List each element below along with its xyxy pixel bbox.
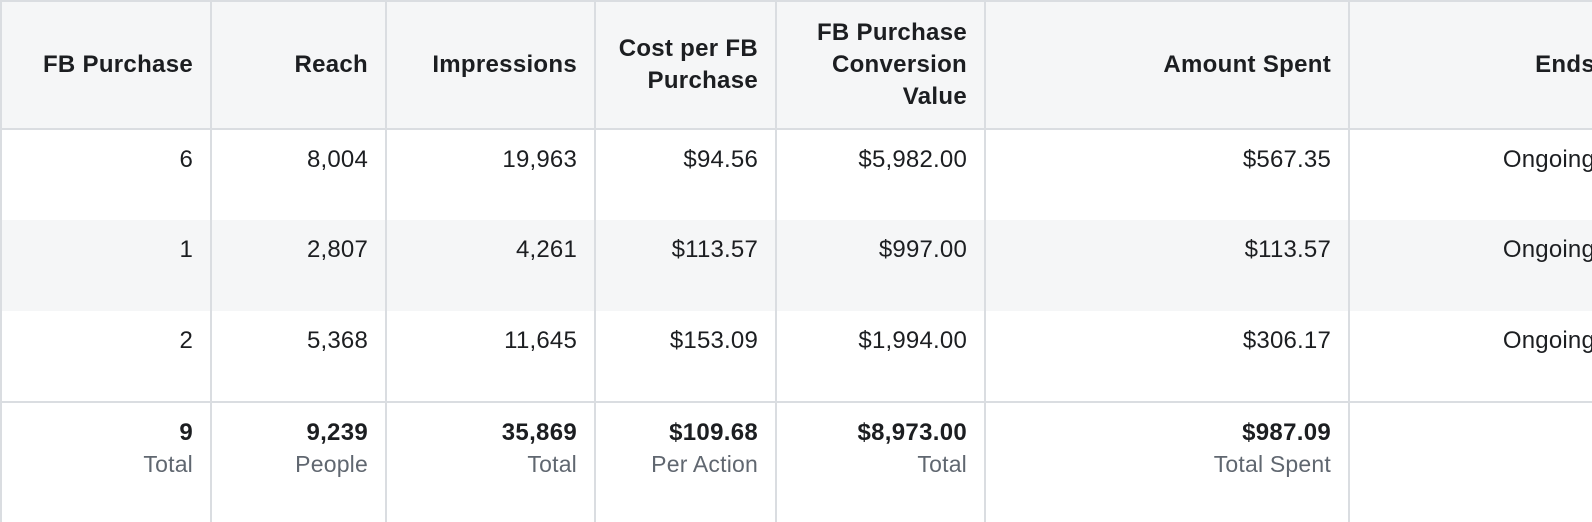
- table-row: 6 8,004 19,963 $94.56 $5,982.00 $567.35 …: [2, 129, 1592, 220]
- total-cell-conversion-value: $8,973.00 Total: [776, 401, 986, 522]
- total-label: Total: [917, 451, 967, 477]
- table-row: 2 5,368 11,645 $153.09 $1,994.00 $306.17…: [2, 311, 1592, 402]
- header-line: Value: [902, 83, 967, 110]
- header-line: Conversion: [831, 51, 967, 78]
- total-cell-fb-purchase: 9 Total: [2, 401, 212, 522]
- cell-amount-spent: $306.17: [985, 311, 1350, 402]
- total-value: $987.09: [1242, 419, 1331, 446]
- column-header-ends[interactable]: Ends: [1349, 2, 1592, 130]
- total-value: 35,869: [501, 419, 577, 446]
- header-line: Ends: [1535, 51, 1592, 78]
- total-value: $8,973.00: [857, 419, 967, 446]
- total-cell-impressions: 35,869 Total: [386, 401, 596, 522]
- header-line: FB Purchase: [816, 19, 967, 46]
- header-line: Impressions: [432, 51, 577, 78]
- cell-fb-purchase: 6: [2, 129, 212, 220]
- header-line: Amount Spent: [1163, 51, 1331, 78]
- cell-reach: 2,807: [211, 220, 387, 311]
- total-label: Total: [527, 451, 577, 477]
- total-cell-ends: [1349, 401, 1592, 522]
- cell-fb-purchase: 1: [2, 220, 212, 311]
- column-header-cost-per-fb-purchase[interactable]: Cost per FB Purchase: [595, 2, 777, 130]
- cell-conversion-value: $997.00: [776, 220, 986, 311]
- table-row: 1 2,807 4,261 $113.57 $997.00 $113.57 On…: [2, 220, 1592, 311]
- cell-impressions: 11,645: [386, 311, 596, 402]
- column-header-impressions[interactable]: Impressions: [386, 2, 596, 130]
- header-line: Cost per FB: [618, 35, 758, 62]
- header-line: Reach: [294, 51, 368, 78]
- cell-ends: Ongoing: [1502, 236, 1592, 263]
- total-cell-cost-per-purchase: $109.68 Per Action: [595, 401, 777, 522]
- column-header-amount-spent[interactable]: Amount Spent: [985, 2, 1350, 130]
- cell-conversion-value: $1,994.00: [776, 311, 986, 402]
- total-label: Per Action: [651, 451, 758, 477]
- column-header-fb-purchase-conversion-value[interactable]: FB Purchase Conversion Value: [776, 2, 986, 130]
- cell-impressions: 4,261: [386, 220, 596, 311]
- total-cell-amount-spent: $987.09 Total Spent: [985, 401, 1350, 522]
- header-line: FB Purchase: [42, 51, 193, 78]
- cell-ends: Ongoing: [1502, 327, 1592, 354]
- total-label: Total: [143, 451, 193, 477]
- header-line: Purchase: [647, 67, 758, 94]
- totals-row: 9 Total 9,239 People 35,869 Total $109.6…: [2, 401, 1592, 522]
- cell-ends: Ongoing: [1502, 146, 1592, 173]
- cell-cost-per-purchase: $113.57: [595, 220, 777, 311]
- column-header-reach[interactable]: Reach: [211, 2, 387, 130]
- total-value: 9: [179, 419, 193, 446]
- cell-conversion-value: $5,982.00: [776, 129, 986, 220]
- cell-amount-spent: $113.57: [985, 220, 1350, 311]
- total-cell-reach: 9,239 People: [211, 401, 387, 522]
- cell-fb-purchase: 2: [2, 311, 212, 402]
- total-value: 9,239: [306, 419, 368, 446]
- cell-reach: 5,368: [211, 311, 387, 402]
- cell-amount-spent: $567.35: [985, 129, 1350, 220]
- total-label: People: [295, 451, 368, 477]
- total-value: $109.68: [669, 419, 758, 446]
- cell-cost-per-purchase: $94.56: [595, 129, 777, 220]
- header-row: FB Purchase Reach Impressions Cost per F…: [2, 2, 1592, 130]
- cell-cost-per-purchase: $153.09: [595, 311, 777, 402]
- column-header-fb-purchase[interactable]: FB Purchase: [2, 2, 212, 130]
- cell-impressions: 19,963: [386, 129, 596, 220]
- cell-reach: 8,004: [211, 129, 387, 220]
- total-label: Total Spent: [1213, 451, 1331, 477]
